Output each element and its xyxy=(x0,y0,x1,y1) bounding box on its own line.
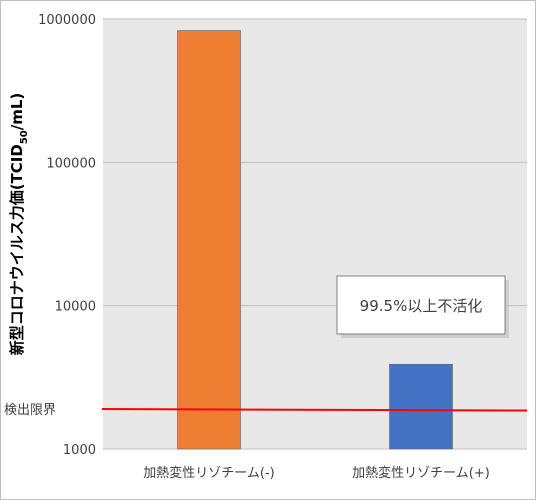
y-tick-label: 10000 xyxy=(55,300,96,315)
annotation-text: 99.5%以上不活化 xyxy=(360,297,483,315)
y-tick-label: 1000 xyxy=(63,443,96,458)
bar xyxy=(177,30,241,450)
plot-area xyxy=(103,19,527,449)
bar xyxy=(389,363,453,450)
y-tick-label: 1000000 xyxy=(38,13,96,28)
annotation-background xyxy=(336,275,506,335)
y-axis-label-subscript: 50 xyxy=(19,130,30,144)
y-axis-ticks: 1000 10000 100000 1000000 xyxy=(38,13,96,458)
y-axis-label-prefix: 新型コロナウイルス力価(TCID xyxy=(8,144,26,355)
y-axis-label: 新型コロナウイルス力価(TCID50/mL) xyxy=(8,93,30,356)
y-axis-label-suffix: /mL) xyxy=(8,93,26,131)
x-axis-categories: 加熱変性リゾチーム(-) 加熱変性リゾチーム(+) xyxy=(143,465,490,481)
x-category-label: 加熱変性リゾチーム(+) xyxy=(352,465,490,481)
annotation-box: 99.5%以上不活化 xyxy=(336,275,509,338)
detection-limit-label: 検出限界 xyxy=(4,403,56,418)
y-tick-label: 100000 xyxy=(46,156,96,171)
detection-limit-line xyxy=(101,408,528,412)
x-category-label: 加熱変性リゾチーム(-) xyxy=(143,465,274,481)
bars xyxy=(177,30,453,450)
